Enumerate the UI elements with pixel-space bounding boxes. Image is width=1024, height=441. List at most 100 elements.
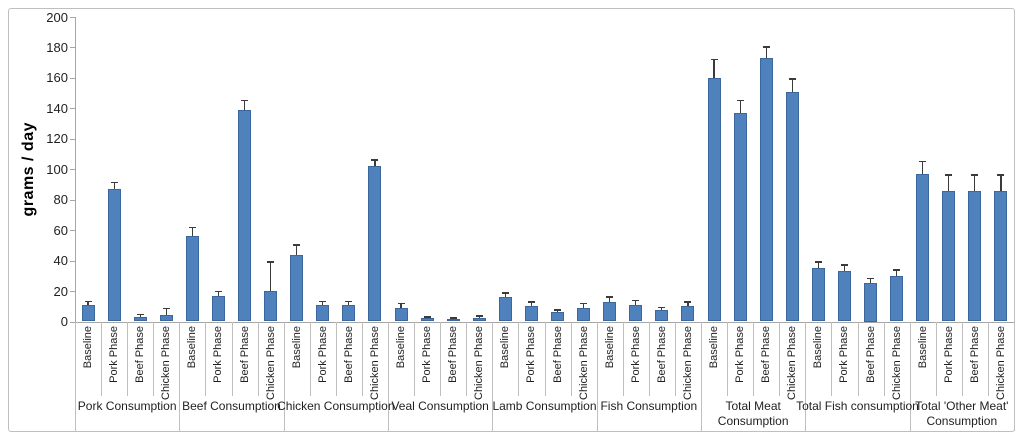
error-bar-line: [426, 317, 428, 319]
error-bar-cap: [632, 299, 640, 302]
y-tick-label: 60: [53, 222, 68, 238]
bar: [420, 318, 434, 322]
error-bar-line: [296, 245, 298, 255]
error-bar-line: [661, 307, 663, 311]
y-tick-label: 160: [46, 70, 68, 86]
y-tick-mark: [70, 169, 75, 171]
category-separator: [648, 321, 650, 396]
bar: [890, 275, 904, 322]
bar: [629, 304, 643, 322]
phase-label-text: Baseline: [916, 325, 929, 368]
phase-label-text: Pork Phase: [525, 325, 538, 383]
y-tick-label: 200: [46, 9, 68, 25]
error-bar-cap: [658, 306, 666, 309]
phase-label-text: Beef Phase: [864, 325, 877, 383]
phase-label-text: Baseline: [395, 325, 408, 368]
category-separator: [674, 321, 676, 396]
phase-label: Chicken Phase: [153, 326, 179, 400]
bar: [394, 307, 408, 322]
group-separator: [909, 321, 911, 431]
error-bar-cap: [893, 269, 901, 271]
group-label-text: Beef Consumption: [182, 398, 281, 413]
error-bar-line: [974, 175, 976, 191]
phase-label: Beef Phase: [649, 326, 675, 396]
error-bar-line: [374, 160, 376, 167]
phase-label: Beef Phase: [232, 326, 258, 396]
category-separator: [518, 321, 520, 396]
bar: [942, 190, 956, 322]
error-bar-cap: [371, 159, 379, 161]
error-bar-cap: [710, 58, 718, 61]
error-bar-cap: [188, 226, 196, 229]
group-label-text: Total Meat Consumption: [717, 398, 789, 428]
phase-label-text: Baseline: [812, 325, 825, 368]
phase-label: Chicken Phase: [571, 326, 597, 400]
phase-label-text: Pork Phase: [629, 325, 642, 383]
phase-label-text: Beef Phase: [238, 325, 251, 383]
phase-label: Chicken Phase: [779, 326, 805, 400]
group-label: Total Meat Consumption: [693, 399, 813, 432]
group-label-text: Fish Consumption: [600, 398, 698, 413]
error-bar-cap: [527, 301, 535, 303]
phase-label-text: Chicken Phase: [160, 325, 173, 400]
phase-label: Pork Phase: [414, 326, 440, 396]
group-label: Chicken Consumption: [276, 399, 396, 432]
error-bar-line: [843, 265, 846, 272]
phase-label: Baseline: [701, 326, 727, 396]
error-bar-cap: [84, 300, 92, 303]
bar: [107, 189, 121, 322]
phase-label-text: Baseline: [603, 325, 616, 368]
group-separator: [1014, 321, 1015, 431]
error-bar-cap: [606, 296, 614, 298]
y-tick-mark: [70, 260, 75, 262]
error-bar-cap: [945, 174, 953, 176]
group-label-text: Chicken Consumption: [277, 398, 395, 413]
phase-label-text: Pork Phase: [212, 325, 225, 383]
error-bar-line: [817, 262, 819, 269]
phase-label: Pork Phase: [518, 326, 544, 396]
group-label-text: Veal Consumption: [391, 398, 489, 413]
phase-label-text: Baseline: [708, 325, 721, 368]
group-separator: [283, 321, 285, 431]
error-bar-line: [635, 300, 637, 305]
phase-label-text: Chicken Phase: [473, 325, 486, 400]
group-label: Pork Consumption: [67, 399, 187, 432]
category-separator: [831, 321, 833, 396]
group-label: Lamb Consumption: [484, 399, 604, 432]
category-separator: [935, 321, 937, 396]
error-bar-cap: [554, 309, 562, 311]
bar: [707, 77, 721, 322]
y-tick-mark: [70, 108, 75, 110]
phase-label: Pork Phase: [727, 326, 753, 396]
y-tick-label: 40: [53, 253, 68, 269]
phase-label-text: Baseline: [290, 325, 303, 368]
y-tick-mark: [70, 291, 75, 293]
error-bar-line: [765, 47, 767, 59]
error-bar-cap: [423, 316, 431, 318]
group-label-text: Total Fish consumption: [796, 398, 919, 413]
bar: [446, 319, 460, 322]
bar: [785, 91, 799, 322]
phase-label-text: Chicken Phase: [264, 325, 277, 400]
error-bar-line: [165, 308, 167, 316]
phase-label-text: Beef Phase: [342, 325, 355, 383]
phase-label: Baseline: [492, 326, 518, 396]
bar: [211, 295, 225, 322]
error-bar-line: [348, 301, 350, 305]
error-bar-cap: [580, 302, 588, 305]
category-separator: [570, 321, 572, 396]
phase-label-text: Baseline: [499, 325, 512, 368]
error-bar-line: [713, 59, 715, 78]
bar: [81, 304, 95, 322]
bar: [733, 112, 747, 322]
error-bar-line: [948, 175, 950, 191]
category-separator: [883, 321, 885, 396]
phase-label-text: Pork Phase: [421, 325, 434, 383]
phase-label: Beef Phase: [127, 326, 153, 396]
phase-label-text: Beef Phase: [968, 325, 981, 383]
bar: [133, 316, 147, 322]
phase-label-text: Beef Phase: [551, 325, 564, 383]
y-tick-label: 20: [53, 283, 68, 299]
error-bar-cap: [267, 261, 275, 263]
